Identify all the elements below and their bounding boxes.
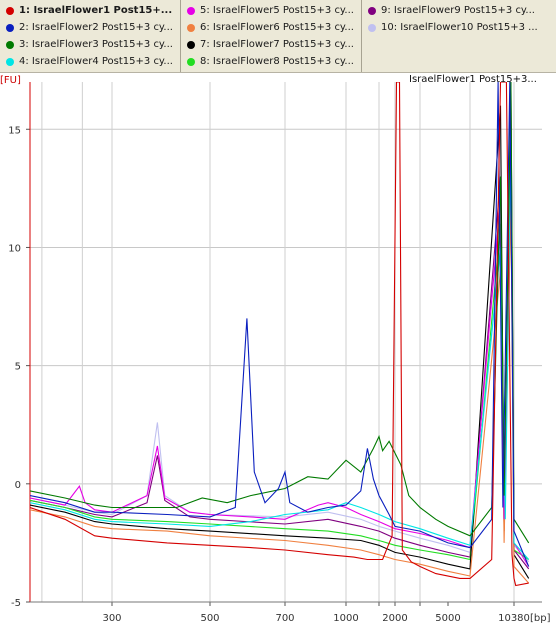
x-tick-label: 2000 [382, 613, 407, 624]
x-tick-label: 700 [275, 613, 294, 624]
legend-swatch-icon [368, 6, 376, 15]
x-tick-label: 5000 [435, 613, 460, 624]
legend-swatch-icon [187, 23, 195, 32]
legend-label: 1: IsraelFlower1 Post15+... [19, 5, 173, 16]
legend-item-6[interactable]: 6: IsraelFlower6 Post15+3 cy... [181, 19, 361, 36]
legend-label: 2: IsraelFlower2 Post15+3 cy... [19, 22, 173, 33]
y-tick-label: -5 [11, 598, 21, 609]
legend-item-9[interactable]: 9: IsraelFlower9 Post15+3 cy... [362, 2, 556, 19]
legend-item-8[interactable]: 8: IsraelFlower8 Post15+3 cy... [181, 53, 361, 70]
legend-divider [361, 0, 362, 72]
legend-label: 4: IsraelFlower4 Post15+3 cy... [19, 56, 173, 67]
legend-swatch-icon [6, 40, 14, 49]
electropherogram-chart: -5 0 5 10 15 300 500 700 1000 2000 5000 10380 [FU] [b… [0, 74, 551, 624]
legend-item-10[interactable]: 10: IsraelFlower10 Post15+3 ... [362, 19, 556, 36]
legend-item-7[interactable]: 7: IsraelFlower7 Post15+3 cy... [181, 36, 361, 53]
series-line-1 [30, 82, 529, 587]
legend-swatch-icon [368, 23, 376, 32]
y-tick-label: 10 [8, 243, 21, 254]
legend-label: 8: IsraelFlower8 Post15+3 cy... [200, 56, 354, 67]
legend-label: 9: IsraelFlower9 Post15+3 cy... [381, 5, 535, 16]
y-tick-label: 5 [15, 362, 21, 373]
legend-item-1[interactable]: 1: IsraelFlower1 Post15+... [0, 2, 180, 19]
y-axis-label: [FU] [0, 75, 21, 86]
legend-column: 1: IsraelFlower1 Post15+... 2: IsraelFlow… [0, 2, 180, 70]
legend-divider [180, 0, 181, 72]
legend-item-2[interactable]: 2: IsraelFlower2 Post15+3 cy... [0, 19, 180, 36]
legend-swatch-icon [6, 57, 14, 66]
legend-item-3[interactable]: 3: IsraelFlower3 Post15+3 cy... [0, 36, 180, 53]
x-tick-label: 300 [102, 613, 121, 624]
selected-sample-label: IsraelFlower1 Post15+3... [409, 74, 537, 85]
series-line-5 [30, 105, 530, 567]
legend-label: 7: IsraelFlower7 Post15+3 cy... [200, 39, 354, 50]
legend-column: 5: IsraelFlower5 Post15+3 cy... 6: Israel… [181, 2, 361, 70]
legend-label: 10: IsraelFlower10 Post15+3 ... [381, 22, 538, 33]
legend-label: 3: IsraelFlower3 Post15+3 cy... [19, 39, 173, 50]
legend-swatch-icon [6, 6, 14, 15]
legend-item-4[interactable]: 4: IsraelFlower4 Post15+3 cy... [0, 53, 180, 70]
legend-swatch-icon [187, 6, 195, 15]
legend-label: 6: IsraelFlower6 Post15+3 cy... [200, 22, 354, 33]
legend-swatch-icon [187, 57, 195, 66]
x-tick-label: 500 [200, 613, 219, 624]
series-line-2 [30, 82, 530, 567]
series-line-6 [30, 200, 530, 584]
legend-swatch-icon [187, 40, 195, 49]
legend-label: 5: IsraelFlower5 Post15+3 cy... [200, 5, 354, 16]
legend-swatch-icon [6, 23, 14, 32]
y-tick-label: 15 [8, 125, 21, 136]
legend-column: 9: IsraelFlower9 Post15+3 cy... 10: Israe… [362, 2, 556, 36]
y-tick-label: 0 [15, 480, 21, 491]
legend-panel: 1: IsraelFlower1 Post15+... 2: IsraelFlow… [0, 0, 556, 73]
x-tick-label: 1000 [333, 613, 358, 624]
legend-item-5[interactable]: 5: IsraelFlower5 Post15+3 cy... [181, 2, 361, 19]
x-tick-label: 10380 [498, 613, 530, 624]
x-axis-label: [bp] [530, 613, 551, 624]
